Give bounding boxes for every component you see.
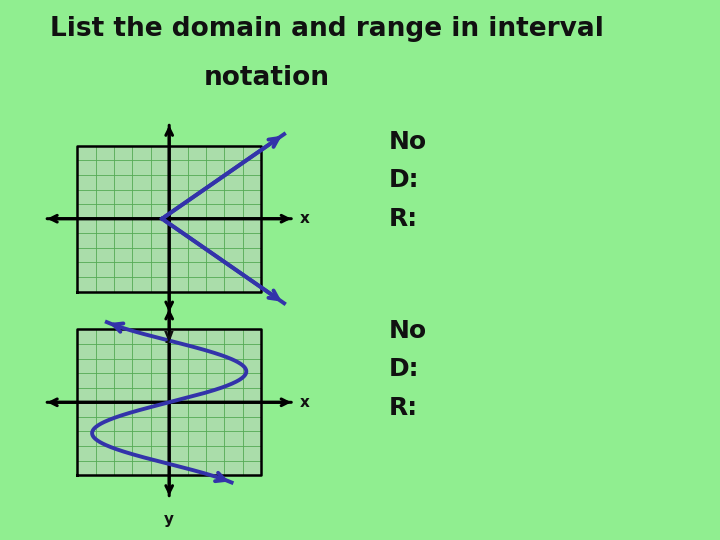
Text: List the domain and range in interval: List the domain and range in interval xyxy=(50,16,604,42)
Text: No: No xyxy=(389,319,427,342)
Bar xyxy=(78,329,261,475)
Text: No: No xyxy=(389,130,427,153)
Text: x: x xyxy=(300,211,310,226)
Bar xyxy=(78,146,261,292)
Text: R:: R: xyxy=(389,207,418,231)
Text: R:: R: xyxy=(389,396,418,420)
Text: x: x xyxy=(300,395,310,410)
Text: D:: D: xyxy=(389,168,419,192)
Text: y: y xyxy=(164,328,174,343)
Text: notation: notation xyxy=(203,65,329,91)
Text: D:: D: xyxy=(389,357,419,381)
Text: y: y xyxy=(164,512,174,527)
